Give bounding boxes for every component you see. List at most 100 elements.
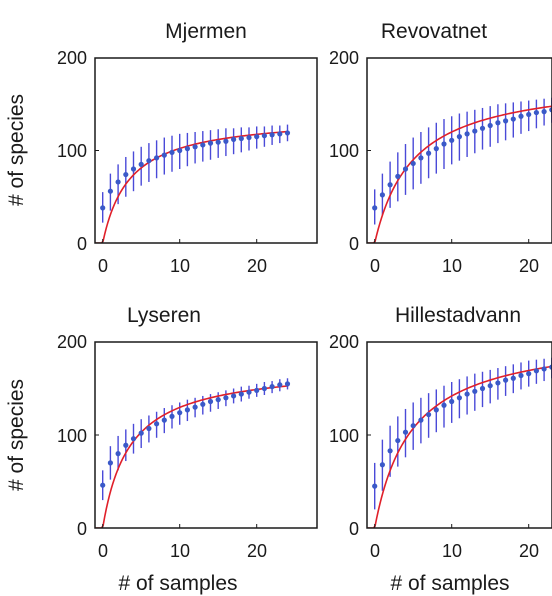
panel-hillestadvann-mean-point [441, 402, 447, 408]
panel-mjermen-xtick-20: 20 [247, 256, 267, 276]
panel-hillestadvann-mean-point [464, 391, 470, 397]
panel-lyseren-fit-curve [95, 385, 288, 528]
panel-mjermen-ytick-200: 200 [57, 48, 87, 68]
panel-mjermen-mean-point [169, 149, 175, 155]
panel-hillestadvann-mean-point [495, 380, 501, 386]
panel-mjermen-mean-point [100, 205, 106, 211]
panel-mjermen-mean-point [161, 152, 167, 158]
panel-hillestadvann-mean-point [456, 395, 462, 401]
panel-hillestadvann: Hillestadvann 200 100 0 0 10 20 # of sam… [329, 304, 552, 595]
panel-mjermen-title: Mjermen [165, 20, 247, 43]
panel-revovatnet-mean-point [456, 134, 462, 140]
panel-mjermen-mean-point [269, 132, 275, 138]
panel-hillestadvann-mean-point [395, 437, 401, 444]
panel-lyseren-mean-point [223, 395, 229, 401]
panel-hillestadvann-ytick-0: 0 [349, 519, 359, 539]
panel-lyseren: Lyseren 200 100 0 0 10 20 # of species #… [5, 304, 318, 595]
panel-revovatnet-ytick-200: 200 [329, 48, 359, 68]
panel-revovatnet-mean-point [395, 173, 401, 179]
panel-revovatnet-mean-point [503, 118, 509, 124]
panel-lyseren-mean-point [231, 393, 237, 399]
panel-revovatnet-mean-point [472, 128, 478, 134]
panel-revovatnet-mean-point [379, 192, 385, 198]
panel-mjermen-mean-point [261, 133, 267, 139]
panel-hillestadvann-mean-point [433, 407, 439, 413]
panel-hillestadvann-marks [367, 341, 552, 529]
panel-mjermen-mean-point [184, 146, 190, 152]
panel-lyseren-mean-point [123, 442, 129, 448]
panel-lyseren-xlabel: # of samples [118, 572, 237, 595]
panel-lyseren-ylabel: # of species [5, 379, 28, 491]
panel-lyseren-mean-point [100, 482, 106, 488]
panel-revovatnet-mean-point [479, 125, 486, 131]
panel-mjermen-mean-point [231, 136, 237, 142]
panel-hillestadvann-mean-point [372, 483, 378, 489]
panel-lyseren-xtick-10: 10 [170, 541, 190, 561]
panel-hillestadvann-mean-point [518, 372, 524, 379]
panel-hillestadvann-mean-point [426, 411, 432, 418]
panel-mjermen-mean-point [207, 140, 214, 146]
panel-mjermen-mean-point [284, 130, 291, 136]
panel-lyseren-marks [95, 341, 291, 529]
panel-revovatnet-axes-frame [366, 57, 552, 244]
panel-mjermen-mean-point [123, 171, 129, 178]
panel-hillestadvann-mean-point [379, 462, 385, 468]
panel-lyseren-mean-point [238, 391, 244, 397]
panel-hillestadvann-mean-point [472, 388, 478, 394]
panel-lyseren-ytick-200: 200 [57, 332, 87, 352]
panel-lyseren-mean-point [246, 389, 252, 395]
panel-revovatnet-mean-point [441, 141, 447, 147]
panel-revovatnet-xtick-0: 0 [370, 256, 380, 276]
panel-revovatnet-mean-point [372, 205, 378, 211]
panel-mjermen-ylabel: # of species [5, 94, 28, 206]
panel-mjermen-mean-point [215, 139, 221, 145]
panel-lyseren-mean-point [284, 381, 291, 387]
panel-mjermen-mean-point [238, 135, 244, 142]
panel-revovatnet-mean-point [495, 120, 501, 126]
panel-lyseren-ytick-100: 100 [57, 426, 87, 446]
panel-revovatnet-marks [367, 57, 552, 244]
panel-revovatnet-mean-point [518, 113, 524, 119]
panel-lyseren-mean-point [207, 398, 214, 405]
panel-mjermen-fit-curve [95, 130, 288, 243]
panel-revovatnet-mean-point [418, 155, 424, 161]
panel-hillestadvann-mean-point [418, 417, 424, 423]
panel-revovatnet-ytick-0: 0 [349, 234, 359, 254]
panel-hillestadvann-mean-point [533, 368, 540, 374]
panel-revovatnet-mean-point [426, 150, 432, 156]
panel-hillestadvann-mean-point [402, 429, 409, 435]
panel-hillestadvann-mean-point [510, 375, 516, 381]
panel-lyseren-xtick-20: 20 [247, 541, 267, 561]
panel-mjermen-mean-point [192, 144, 198, 150]
panel-lyseren-mean-point [130, 436, 137, 442]
panel-mjermen-ytick-100: 100 [57, 141, 87, 161]
panel-revovatnet: Revovatnet 200 100 0 0 10 20 [329, 20, 552, 276]
panel-hillestadvann-xtick-0: 0 [370, 541, 380, 561]
panel-revovatnet-mean-point [541, 109, 547, 115]
panel-mjermen-mean-point [154, 155, 160, 161]
panel-revovatnet-mean-point [487, 122, 493, 129]
panel-hillestadvann-mean-point [410, 423, 416, 429]
panel-mjermen-mean-point [138, 161, 144, 167]
panel-hillestadvann-ytick-100: 100 [329, 426, 359, 446]
panel-lyseren-axes-frame [94, 341, 318, 529]
panel-mjermen-mean-point [146, 158, 152, 164]
panel-lyseren-mean-point [261, 385, 267, 392]
panel-lyseren-mean-point [161, 417, 167, 423]
panel-mjermen-marks [95, 57, 291, 244]
panel-hillestadvann-mean-point [541, 366, 547, 372]
panel-lyseren-mean-point [146, 425, 152, 432]
panel-revovatnet-mean-point [402, 166, 409, 172]
panel-hillestadvann-fit-curve [367, 365, 552, 528]
panel-lyseren-mean-point [184, 407, 190, 413]
panel-mjermen-mean-point [107, 188, 113, 194]
panel-hillestadvann-mean-point [503, 377, 509, 383]
panel-mjermen-xtick-10: 10 [170, 256, 190, 276]
panel-revovatnet-mean-point [387, 182, 393, 188]
panel-revovatnet-xtick-20: 20 [519, 256, 539, 276]
panel-mjermen-xtick-0: 0 [98, 256, 108, 276]
panel-mjermen-axes-frame [94, 57, 318, 244]
panel-hillestadvann-axes-frame [366, 341, 552, 529]
panel-mjermen-ytick-0: 0 [77, 234, 87, 254]
